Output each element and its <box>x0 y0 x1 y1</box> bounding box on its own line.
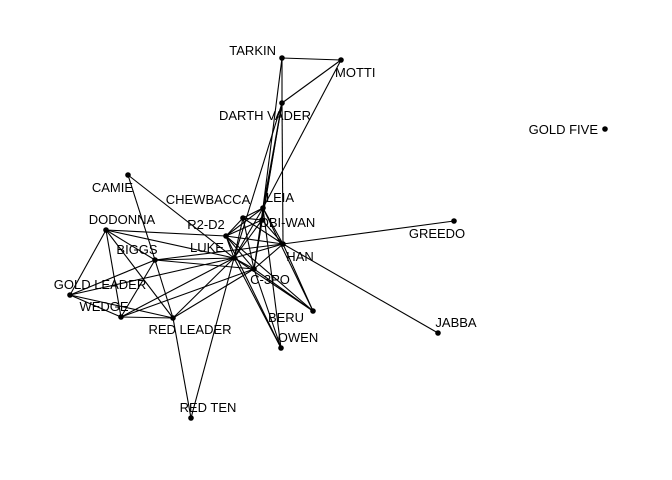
edge-luke-redleader <box>172 257 235 319</box>
edge-vader-luke <box>233 102 283 259</box>
node-label-wedge: WEDGE <box>79 299 128 314</box>
edge-leia-beru <box>262 207 314 312</box>
edge-camie-biggs <box>127 174 156 261</box>
node-label-leia: LEIA <box>266 190 295 205</box>
edge-chewbacca-c3po <box>242 217 255 270</box>
edge-luke-biggs <box>154 257 235 261</box>
edge-c3po-redleader <box>172 268 255 319</box>
node-label-luke: LUKE <box>190 240 224 255</box>
edge-goldleader-redleader <box>69 294 174 319</box>
edge-layer <box>69 57 455 419</box>
edge-tarkin-motti <box>281 57 342 61</box>
node-label-greedo: GREEDO <box>409 226 465 241</box>
edge-c3po-beru <box>253 268 314 312</box>
node-label-vader: DARTH VADER <box>219 108 311 123</box>
edge-han-luke <box>233 243 284 259</box>
node-camie <box>125 172 131 178</box>
edge-vader-han <box>281 102 284 245</box>
edge-motti-vader <box>281 59 342 104</box>
node-label-dodonna: DODONNA <box>89 212 156 227</box>
node-dodonna <box>103 227 109 233</box>
node-c3po <box>251 266 257 272</box>
node-label-owen: OWEN <box>278 330 318 345</box>
node-goldfive <box>602 126 608 132</box>
edge-chewbacca-han <box>242 217 284 245</box>
label-layer: TARKIN MOTTI DARTH VADER GOLD FIVE CAMIE CHEW… <box>54 43 599 415</box>
edge-chewbacca-leia <box>242 207 264 219</box>
node-label-obiwan: OBI-WAN <box>259 215 316 230</box>
edge-han-biggs <box>154 243 284 261</box>
edge-obiwan-luke <box>233 219 263 259</box>
edge-obiwan-c3po <box>253 219 263 270</box>
edge-r2d2-c3po <box>225 235 255 270</box>
edge-han-c3po <box>253 243 284 270</box>
node-label-goldleader: GOLD LEADER <box>54 277 146 292</box>
node-han <box>280 241 286 247</box>
node-label-han: HAN <box>286 249 313 264</box>
edge-redleader-redten <box>172 317 192 419</box>
node-leia <box>260 205 266 211</box>
node-jabba <box>435 330 441 336</box>
edge-c3po-wedge <box>120 268 255 318</box>
node-layer <box>67 55 608 421</box>
edge-biggs-redleader <box>154 259 174 319</box>
node-beru <box>310 308 316 314</box>
node-tarkin <box>279 55 285 61</box>
node-label-beru: BERU <box>268 310 304 325</box>
node-biggs <box>152 257 158 263</box>
node-chewbacca <box>240 215 246 221</box>
edge-r2d2-han <box>225 235 284 245</box>
node-wedge <box>118 314 124 320</box>
node-redleader <box>170 315 176 321</box>
edge-dodonna-goldleader <box>69 229 107 296</box>
node-label-chewbacca: CHEWBACCA <box>166 192 251 207</box>
edge-wedge-redleader <box>120 316 174 319</box>
edge-motti-leia <box>262 59 342 209</box>
node-vader <box>279 100 285 106</box>
node-obiwan <box>259 217 265 223</box>
edge-luke-redten <box>190 257 235 419</box>
node-label-c3po: C-3PO <box>250 272 290 287</box>
edge-dodonna-redleader <box>105 229 174 319</box>
node-motti <box>338 57 344 63</box>
node-label-redleader: RED LEADER <box>148 322 231 337</box>
edge-dodonna-wedge <box>105 229 122 318</box>
edge-dodonna-biggs <box>105 229 156 261</box>
edge-r2d2-dodonna <box>105 229 227 237</box>
edge-obiwan-han <box>261 219 284 245</box>
edge-han-beru <box>282 243 314 312</box>
node-label-redten: RED TEN <box>180 400 237 415</box>
node-luke <box>231 255 237 261</box>
node-label-biggs: BIGGS <box>116 242 158 257</box>
edge-han-jabba <box>282 243 439 334</box>
node-owen <box>278 345 284 351</box>
edge-r2d2-obiwan <box>225 219 263 237</box>
edge-c3po-owen <box>253 268 282 349</box>
edge-camie-luke <box>127 174 235 259</box>
edge-goldleader-wedge <box>69 294 122 318</box>
node-label-r2d2: R2-D2 <box>187 217 225 232</box>
edge-han-greedo <box>282 220 455 245</box>
node-label-jabba: JABBA <box>435 315 477 330</box>
edge-chewbacca-r2d2 <box>225 217 244 237</box>
node-label-motti: MOTTI <box>335 65 375 80</box>
node-label-goldfive: GOLD FIVE <box>529 122 599 137</box>
node-greedo <box>451 218 457 224</box>
edge-leia-r2d2 <box>225 207 264 237</box>
node-r2d2 <box>223 233 229 239</box>
edge-biggs-goldleader <box>69 259 156 296</box>
edge-luke-wedge <box>120 257 235 318</box>
edge-c3po-biggs <box>154 259 255 270</box>
node-label-camie: CAMIE <box>92 180 134 195</box>
edge-leia-owen <box>262 207 282 349</box>
edge-luke-dodonna <box>105 229 235 259</box>
edge-chewbacca-obiwan <box>242 217 263 221</box>
node-redten <box>188 415 194 421</box>
node-label-tarkin: TARKIN <box>229 43 276 58</box>
node-goldleader <box>67 292 73 298</box>
